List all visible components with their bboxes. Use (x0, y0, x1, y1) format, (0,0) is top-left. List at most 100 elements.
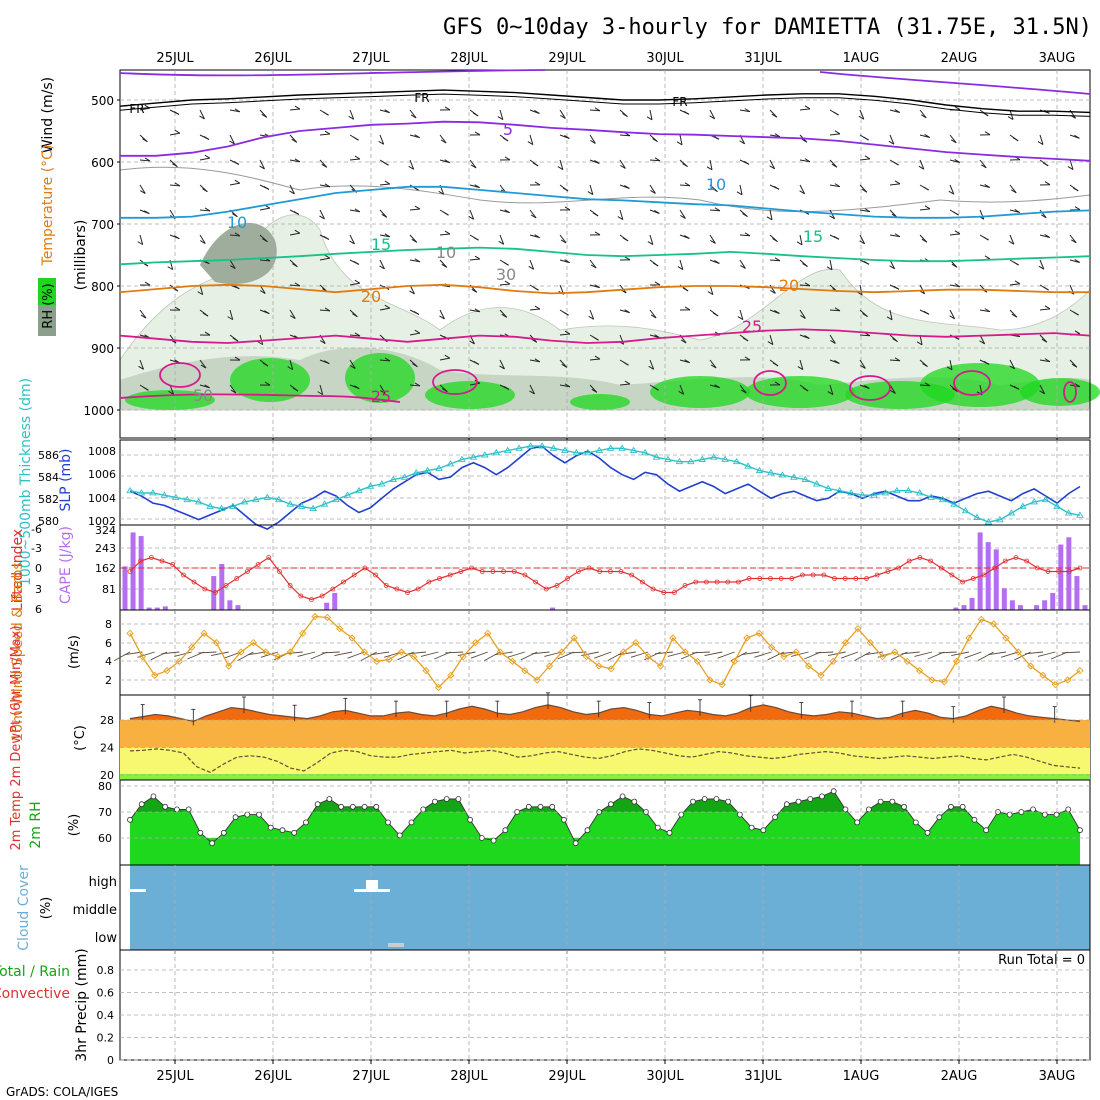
cape-bar (1082, 605, 1088, 610)
wind-barb (739, 184, 743, 195)
lifted-index-point (800, 572, 805, 578)
wind-barb (259, 259, 271, 262)
wind10-barb (420, 651, 439, 657)
rh-point (561, 816, 567, 823)
legend-convective: Convective (0, 986, 70, 1002)
wind-barb-flag (771, 113, 778, 118)
wind10-speed-point (471, 639, 480, 647)
wind10-speed-point (792, 648, 800, 656)
wind-barb (949, 359, 953, 370)
rh-point (971, 816, 978, 823)
wind10m-panel: 2 4 6 8 10m Wind Speed & Barbs (m/s) (10, 562, 1091, 742)
isotherm-line-low (119, 393, 401, 403)
rh-point (877, 798, 884, 805)
wind-barb-flag (234, 232, 241, 237)
wind-barb-flag (624, 380, 631, 385)
wind-barb-flag (684, 306, 691, 311)
rh-point (326, 796, 333, 802)
wind-barb-flag (349, 365, 356, 369)
cape-bar (1058, 544, 1064, 610)
wind-barb-flag (199, 115, 205, 120)
wind-barb-flag (684, 359, 690, 364)
contour-label: 15 (803, 227, 823, 246)
wind-barb (649, 309, 657, 319)
precip-tick-label: 0.2 (97, 1032, 115, 1045)
ylabel-lifted-index: Lifted Index (10, 529, 26, 611)
wind-barb (919, 284, 926, 295)
wind-barb-flag (617, 216, 624, 221)
wind10-tick-label: 2 (105, 674, 112, 687)
wind-barb-flag (534, 110, 540, 114)
wind10-barb (1061, 651, 1081, 654)
wind10-barb (470, 651, 488, 659)
x-top-label: 25JUL (156, 51, 194, 66)
wind10-barb (297, 651, 316, 657)
lifted-index-point (287, 583, 293, 588)
thickness-point (732, 457, 741, 465)
wind-barb (559, 234, 567, 244)
wind-barb (439, 134, 447, 144)
wind-barb-flag (834, 360, 840, 364)
wind10-speed-point (1076, 667, 1084, 675)
wind-barb-flag (560, 239, 567, 244)
wind10-barb (964, 651, 982, 659)
thickness-point (950, 500, 958, 507)
lifted-index-point (671, 590, 677, 595)
wind-barb (619, 334, 625, 345)
thickness-point (549, 444, 558, 451)
ylabel-slp: SLP (mb) (58, 448, 74, 511)
rh-point (314, 801, 321, 808)
wind-barb-flag (264, 310, 270, 315)
wind-barb (199, 109, 205, 120)
thickness-point (423, 466, 432, 474)
wind-barb-flag (229, 140, 235, 145)
wind-barb-flag (831, 163, 838, 168)
wind-barb-flag (263, 186, 270, 190)
wind-barb-flag (650, 189, 656, 194)
rh-point (432, 798, 438, 805)
wind-barb (859, 334, 871, 337)
wind-barb-flag (772, 362, 779, 367)
wind10-tick-label: 8 (105, 618, 112, 631)
cape-lifted-index-panel: -6 -3 0 3 6 324 243 162 81 Lifted Index CAPE (J/kg… (10, 523, 1091, 616)
wind-barb (829, 184, 840, 188)
wind-barb (799, 184, 806, 195)
wind-barb-flag (1044, 234, 1050, 238)
wind-barb-flag (1044, 358, 1051, 363)
wind10-barb (161, 651, 180, 655)
wind-barb (469, 309, 480, 313)
thickness-point (629, 446, 638, 453)
wind-barb-flag (174, 129, 181, 134)
wind10-barb (137, 651, 155, 658)
wind-barb-flag (262, 362, 269, 367)
wind-barb-flag (504, 156, 511, 161)
rh-point (959, 803, 966, 810)
wind-barb (709, 359, 717, 369)
footer-credit: GrADS: COLA/IGES (6, 1085, 118, 1099)
cape-bar (332, 593, 338, 610)
thickness-point (641, 448, 649, 456)
lifted-index-point (1013, 555, 1019, 560)
isotherm-loop (1063, 381, 1077, 403)
wind10-speed-point (323, 613, 332, 622)
wind-barb-flag (474, 131, 481, 136)
wind-barb (799, 108, 810, 111)
wind-barb-flag (197, 291, 203, 296)
wind-barb-flag (920, 114, 927, 119)
rh-point (185, 806, 192, 813)
wind-barb-flag (1044, 181, 1051, 186)
lifted-index-point (981, 572, 987, 578)
lifted-index-point (245, 569, 250, 574)
wind-barb (439, 233, 451, 236)
wind-barb (199, 209, 211, 212)
wind10-speed-point (249, 639, 258, 647)
rh-point (819, 793, 825, 800)
wind-barb-flag (1074, 259, 1080, 263)
wind10-barb (754, 651, 772, 658)
rh-point (889, 798, 896, 805)
contour-label: 15 (371, 235, 391, 254)
lifted-index-point (874, 572, 880, 578)
wind-barb-flag (354, 279, 361, 284)
wind-barb-flag (654, 281, 661, 286)
lifted-index-point (266, 555, 272, 560)
